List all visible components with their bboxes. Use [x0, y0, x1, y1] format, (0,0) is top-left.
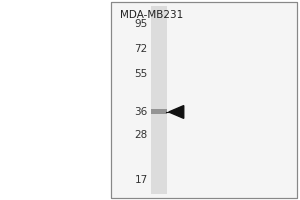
- Text: MDA-MB231: MDA-MB231: [120, 10, 183, 20]
- FancyBboxPatch shape: [151, 6, 167, 194]
- Text: 95: 95: [134, 19, 148, 29]
- Text: 28: 28: [134, 130, 148, 140]
- Text: 72: 72: [134, 44, 148, 54]
- FancyBboxPatch shape: [151, 109, 167, 114]
- Text: 36: 36: [134, 107, 148, 117]
- Text: 55: 55: [134, 69, 148, 79]
- FancyBboxPatch shape: [111, 2, 297, 198]
- Polygon shape: [169, 106, 184, 118]
- Text: 17: 17: [134, 175, 148, 185]
